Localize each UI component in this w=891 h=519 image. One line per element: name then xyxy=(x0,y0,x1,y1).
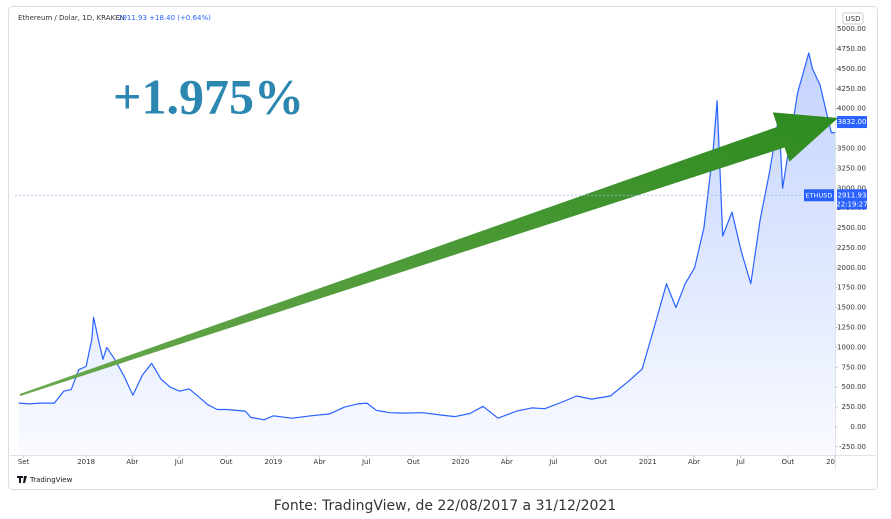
y-tick-label: 4000.00 xyxy=(837,105,866,113)
x-tick-label: Jul xyxy=(548,458,558,466)
y-tick-label: 1500.00 xyxy=(837,304,866,312)
y-tick-label: 4750.00 xyxy=(837,45,866,53)
x-tick-label: Jul xyxy=(735,458,745,466)
y-tick-label: 5000.00 xyxy=(837,25,866,33)
x-tick-label: Out xyxy=(407,458,420,466)
x-tick-label: Abr xyxy=(501,458,513,466)
header: Ethereum / Dolar, 1D, KRAKEN xyxy=(18,14,125,22)
y-tick-label: 3500.00 xyxy=(837,144,866,152)
caption: Fonte: TradingView, de 22/08/2017 a 31/1… xyxy=(274,498,617,514)
y-tick-label: 3250.00 xyxy=(837,164,866,172)
y-tick-label: 0.00 xyxy=(850,423,866,431)
symbol-label: ETHUSD xyxy=(806,191,833,199)
y-tick-label: -250.00 xyxy=(839,443,866,451)
brand-name: TradingView xyxy=(29,476,73,484)
y-tick-label: 3000.00 xyxy=(837,184,866,192)
x-tick-label: Out xyxy=(220,458,233,466)
y-tick-label: 4500.00 xyxy=(837,65,866,73)
x-tick-label: 2020 xyxy=(452,458,470,466)
x-tick-label: 2018 xyxy=(77,458,95,466)
clock-label: 22:19:27 xyxy=(836,200,867,208)
y-tick-label: 2000.00 xyxy=(837,264,866,272)
y-tick-label: 500.00 xyxy=(842,383,867,391)
last-price-label: 3832.00 xyxy=(838,118,867,126)
y-tick-label: 1000.00 xyxy=(837,343,866,351)
y-tick-label: 1250.00 xyxy=(837,324,866,332)
x-tick-label: 20 xyxy=(826,458,835,466)
quote: 2911.93 +18.40 (+0.64%) xyxy=(118,14,211,22)
x-tick-label: Abr xyxy=(688,458,700,466)
x-tick-label: Jul xyxy=(174,458,184,466)
x-tick-label: Jul xyxy=(361,458,371,466)
y-tick-label: 750.00 xyxy=(842,363,867,371)
brand-logo xyxy=(17,476,27,483)
x-tick-label: 2019 xyxy=(264,458,282,466)
y-tick-label: 4250.00 xyxy=(837,85,866,93)
quote-label: 2911.93 xyxy=(838,191,867,199)
symbol-box xyxy=(804,189,834,202)
y-tick-label: 2250.00 xyxy=(837,244,866,252)
price-line xyxy=(18,52,835,421)
x-tick-label: Out xyxy=(594,458,607,466)
x-tick-label: Abr xyxy=(126,458,138,466)
quote-box xyxy=(837,189,867,210)
y-tick-label: 2500.00 xyxy=(837,224,866,232)
axis-unit: USD xyxy=(846,15,861,23)
x-tick-label: Set xyxy=(18,458,30,466)
price-area xyxy=(18,53,835,455)
x-tick-label: Abr xyxy=(314,458,326,466)
y-tick-label: 250.00 xyxy=(842,403,867,411)
brand: TradingView xyxy=(17,476,73,484)
plot-area xyxy=(18,52,835,455)
unit-box xyxy=(842,12,864,25)
y-tick-label: 1750.00 xyxy=(837,284,866,292)
x-tick-label: Out xyxy=(781,458,794,466)
x-tick-label: 2021 xyxy=(639,458,657,466)
trend-arrow xyxy=(19,112,838,397)
last-price-box xyxy=(837,116,867,129)
annotation: +1.975% xyxy=(113,68,304,124)
